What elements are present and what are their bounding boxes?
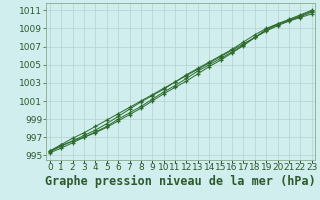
X-axis label: Graphe pression niveau de la mer (hPa): Graphe pression niveau de la mer (hPa)	[45, 175, 316, 188]
